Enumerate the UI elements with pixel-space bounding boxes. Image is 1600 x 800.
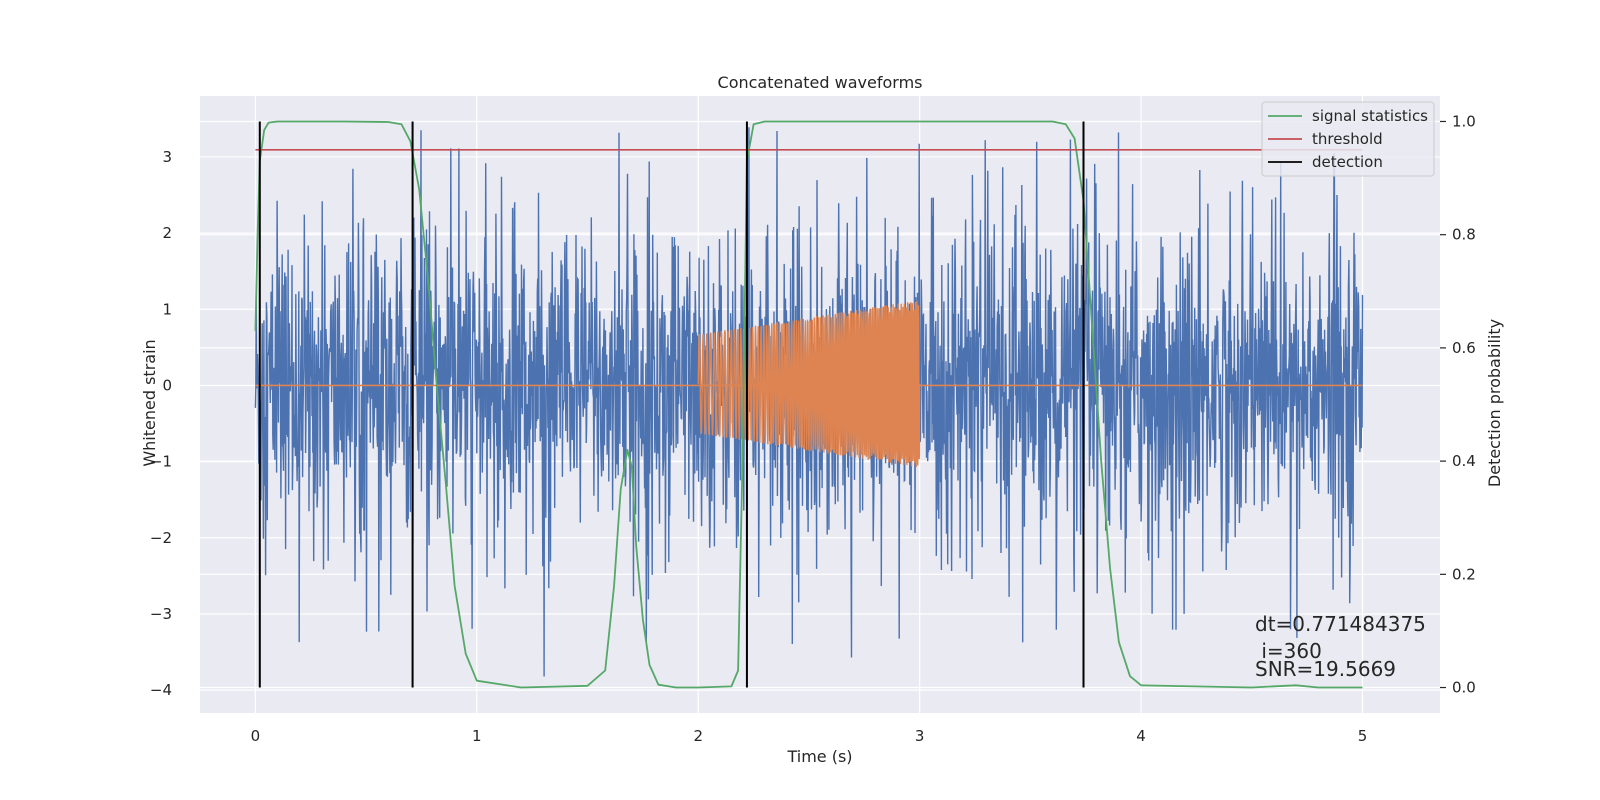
y2-tick-label: 1.0 [1452,112,1476,130]
y-tick-label: 1 [162,300,172,318]
y-tick-label: 0 [162,376,172,394]
x-tick-label: 3 [915,727,925,745]
annotation-snr: SNR=19.5669 [1255,657,1396,681]
x-axis-label: Time (s) [786,747,852,766]
y-tick-label: 3 [162,148,172,166]
x-tick-label: 4 [1136,727,1146,745]
annotation-index: i=360 [1255,639,1322,663]
probability-series [254,120,1363,689]
y-tick-label: −2 [150,529,172,547]
chart-title: Concatenated waveforms [718,73,923,92]
y2-tick-label: 0.4 [1452,452,1476,470]
legend-label-detection: detection [1312,153,1383,171]
legend-label-threshold: threshold [1312,130,1383,148]
chirp-series [255,300,1363,468]
legend: signal statistics threshold detection [1261,101,1435,177]
x-tick-label: 0 [251,727,261,745]
legend-label-signal-statistics: signal statistics [1312,107,1428,125]
y2-axis-label: Detection probability [1485,319,1504,487]
y2-tick-label: 0.8 [1452,226,1476,244]
y-axis-ticks: −4 −3 −2 −1 0 1 2 3 [150,148,172,699]
annotation-dt: dt=0.771484375 [1255,612,1426,636]
x-axis-ticks: 0 1 2 3 4 5 [251,727,1368,745]
detection-series [258,121,1085,688]
signal-statistics-line [254,120,1363,689]
y-axis-label: Whitened strain [140,339,159,466]
chirp-line [697,300,921,468]
legend-box [1261,101,1435,177]
y-tick-label: 2 [162,224,172,242]
y-tick-label: −1 [150,453,172,471]
x-tick-label: 5 [1358,727,1368,745]
x-tick-label: 2 [693,727,703,745]
y-tick-label: −3 [150,605,172,623]
y2-tick-label: 0.2 [1452,565,1476,583]
y2-tick-label: 0.0 [1452,679,1476,697]
y-tick-label: −4 [150,681,172,699]
x-tick-label: 1 [472,727,482,745]
y2-axis-ticks: 0.0 0.2 0.4 0.6 0.8 1.0 [1440,112,1476,697]
y2-tick-label: 0.6 [1452,339,1476,357]
